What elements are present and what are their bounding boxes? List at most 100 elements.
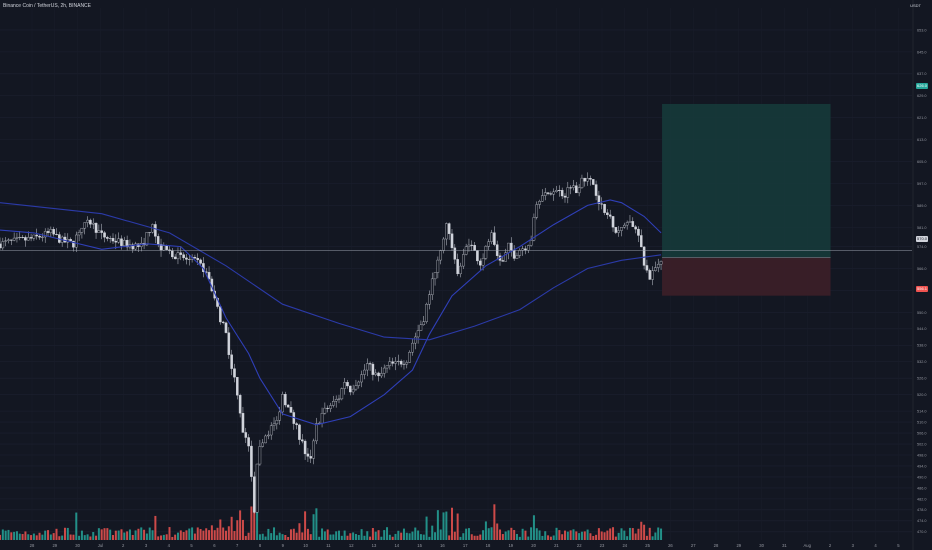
y-tick-label: 478.0 (917, 508, 927, 512)
x-tick-label: 30 (75, 543, 80, 548)
y-tick-label: 581.0 (917, 226, 927, 230)
volume-bar (388, 534, 391, 540)
x-tick-label: 3 (145, 543, 148, 548)
volume-bar (61, 535, 64, 540)
candle (236, 377, 239, 396)
volume-bar (134, 530, 137, 540)
volume-bar (13, 531, 16, 540)
volume-bar (289, 529, 292, 540)
y-tick-label: 514.0 (917, 410, 927, 414)
volume-bar (617, 532, 620, 540)
candle (346, 382, 349, 387)
candle (77, 232, 81, 236)
x-tick-label: 2 (829, 543, 832, 548)
x-tick-label: 27 (691, 543, 696, 548)
volume-bar (95, 535, 98, 540)
x-tick-label: 19 (508, 543, 513, 548)
time-axis[interactable]: 28 29 30 Jul 2 3 4 5 6 7 8 9 10 11 12 13 14 15 16 17 18 19 20 2… (30, 543, 901, 548)
volume-bar (614, 536, 617, 540)
price-axis[interactable]: 653.0 645.0 637.0 629.0 621.0 613.0 605.0 597.0… (912, 0, 927, 550)
candle (563, 195, 567, 198)
candle (411, 342, 414, 353)
candle (298, 424, 301, 440)
candle (507, 242, 510, 253)
volume-bar (589, 533, 592, 540)
candle (72, 240, 75, 248)
candle (569, 187, 572, 189)
candle (603, 204, 606, 213)
x-tick-label: 3 (852, 543, 855, 548)
candle (63, 236, 67, 243)
volume-bar (346, 535, 349, 540)
x-tick-label: 23 (600, 543, 605, 548)
volume-bar (431, 525, 434, 540)
candle (354, 385, 358, 390)
volume-bar (349, 533, 352, 540)
candle (659, 261, 663, 265)
candle (450, 233, 454, 249)
candle (504, 252, 507, 262)
candle (261, 442, 265, 447)
volume-bar (637, 528, 640, 540)
volume-bar (603, 532, 606, 540)
candle (182, 254, 185, 259)
candle (10, 239, 13, 241)
volume-bar (561, 534, 564, 540)
y-tick-label: 510.0 (917, 420, 927, 424)
volume-bar (422, 534, 425, 540)
volume-bar (306, 528, 309, 540)
x-tick-label: Aug (803, 543, 811, 548)
candle (419, 324, 423, 331)
volume-bar (323, 531, 326, 540)
volume-bar (157, 536, 160, 540)
candle (176, 252, 180, 260)
volume-bar (527, 536, 530, 540)
volume-bar (513, 530, 516, 540)
candle (625, 222, 629, 226)
volume-bar (552, 535, 555, 540)
candle (255, 463, 259, 513)
candle (120, 238, 123, 246)
candle (193, 257, 197, 259)
volume-bar (86, 534, 89, 540)
candle (289, 407, 293, 413)
volume-bar (10, 532, 13, 540)
candle (100, 230, 103, 233)
currency-label: USDT (910, 3, 921, 8)
candle (306, 453, 310, 457)
candle (589, 178, 592, 180)
volume-bar (493, 504, 496, 540)
volume-bar (354, 533, 357, 540)
volume-bar (253, 512, 256, 540)
candle (199, 259, 202, 264)
candle (654, 267, 657, 271)
volume-bar (521, 528, 524, 540)
candle (340, 388, 344, 400)
x-tick-label: 31 (782, 543, 787, 548)
volume-bar (264, 536, 267, 540)
symbol-title[interactable]: Binance Coin / TetherUS, 2h, BINANCE (3, 3, 92, 9)
volume-bar (583, 531, 586, 540)
candle (55, 234, 58, 235)
candle (35, 234, 39, 237)
volume-bar (312, 514, 315, 540)
stop-loss-zone (662, 257, 831, 296)
candle (91, 222, 95, 225)
volume-bar (143, 529, 146, 540)
volume-bar (284, 534, 287, 540)
volume-bar (160, 535, 163, 540)
candle (286, 404, 290, 408)
candle (247, 437, 250, 447)
volume-bar (411, 531, 414, 540)
candle (1, 241, 5, 249)
volume-bar (38, 532, 41, 540)
volume-bar (541, 535, 544, 540)
candle (430, 278, 434, 295)
volume-bar (459, 536, 462, 540)
candle (512, 250, 516, 259)
volume-bar (451, 507, 453, 540)
candle (651, 270, 654, 280)
x-tick-label: Jul (98, 543, 103, 548)
candle (642, 246, 646, 266)
